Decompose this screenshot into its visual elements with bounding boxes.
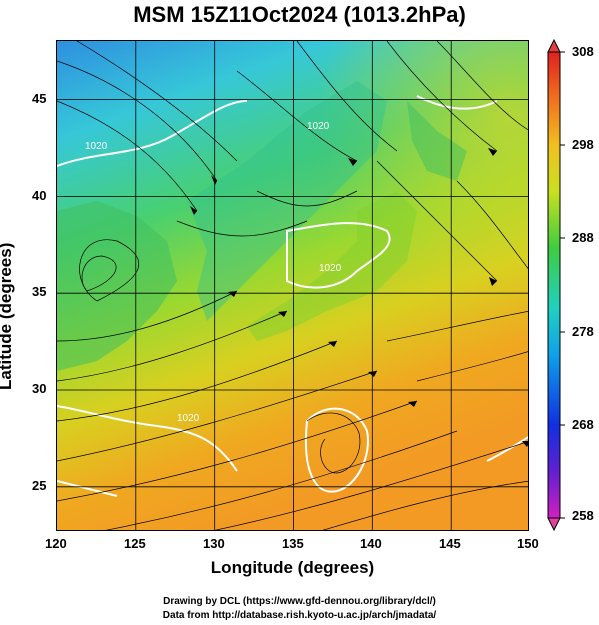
colorbar-tick-label: 308 [572, 44, 594, 59]
map-plot: 1020 1020 1020 1020 [56, 40, 529, 531]
x-tick-label: 145 [439, 536, 461, 551]
contour-label: 1020 [319, 263, 342, 274]
contour-label: 1020 [177, 413, 200, 424]
x-tick-label: 140 [360, 536, 382, 551]
x-tick-label: 130 [203, 536, 225, 551]
x-tick-label: 120 [45, 536, 67, 551]
y-tick-label: 25 [32, 478, 47, 493]
x-tick-label: 125 [124, 536, 146, 551]
colorbar-tick-label: 268 [572, 417, 594, 432]
y-tick-label: 45 [32, 91, 47, 106]
page-title: MSM 15Z11Oct2024 (1013.2hPa) [133, 2, 466, 27]
contour-label: 1020 [307, 121, 330, 132]
colorbar-tick-label: 278 [572, 324, 594, 339]
x-tick-label: 150 [517, 536, 539, 551]
credit-drawing: Drawing by DCL (https://www.gfd-dennou.o… [163, 596, 436, 607]
y-tick-label: 40 [32, 188, 47, 203]
colorbar [547, 38, 565, 532]
colorbar-tick-label: 298 [572, 137, 594, 152]
colorbar-tick-label: 288 [572, 230, 594, 245]
y-tick-label: 30 [32, 381, 47, 396]
y-axis-title: Latitude (degrees) [0, 242, 15, 390]
temperature-map: 1020 1020 1020 1020 [57, 41, 528, 530]
credit-data-source: Data from http://database.rish.kyoto-u.a… [162, 610, 437, 621]
x-axis-title: Longitude (degrees) [210, 558, 375, 577]
x-tick-label: 135 [282, 536, 304, 551]
colorbar-tick-label: 258 [572, 508, 594, 523]
y-tick-label: 35 [32, 284, 47, 299]
contour-label: 1020 [85, 141, 108, 152]
